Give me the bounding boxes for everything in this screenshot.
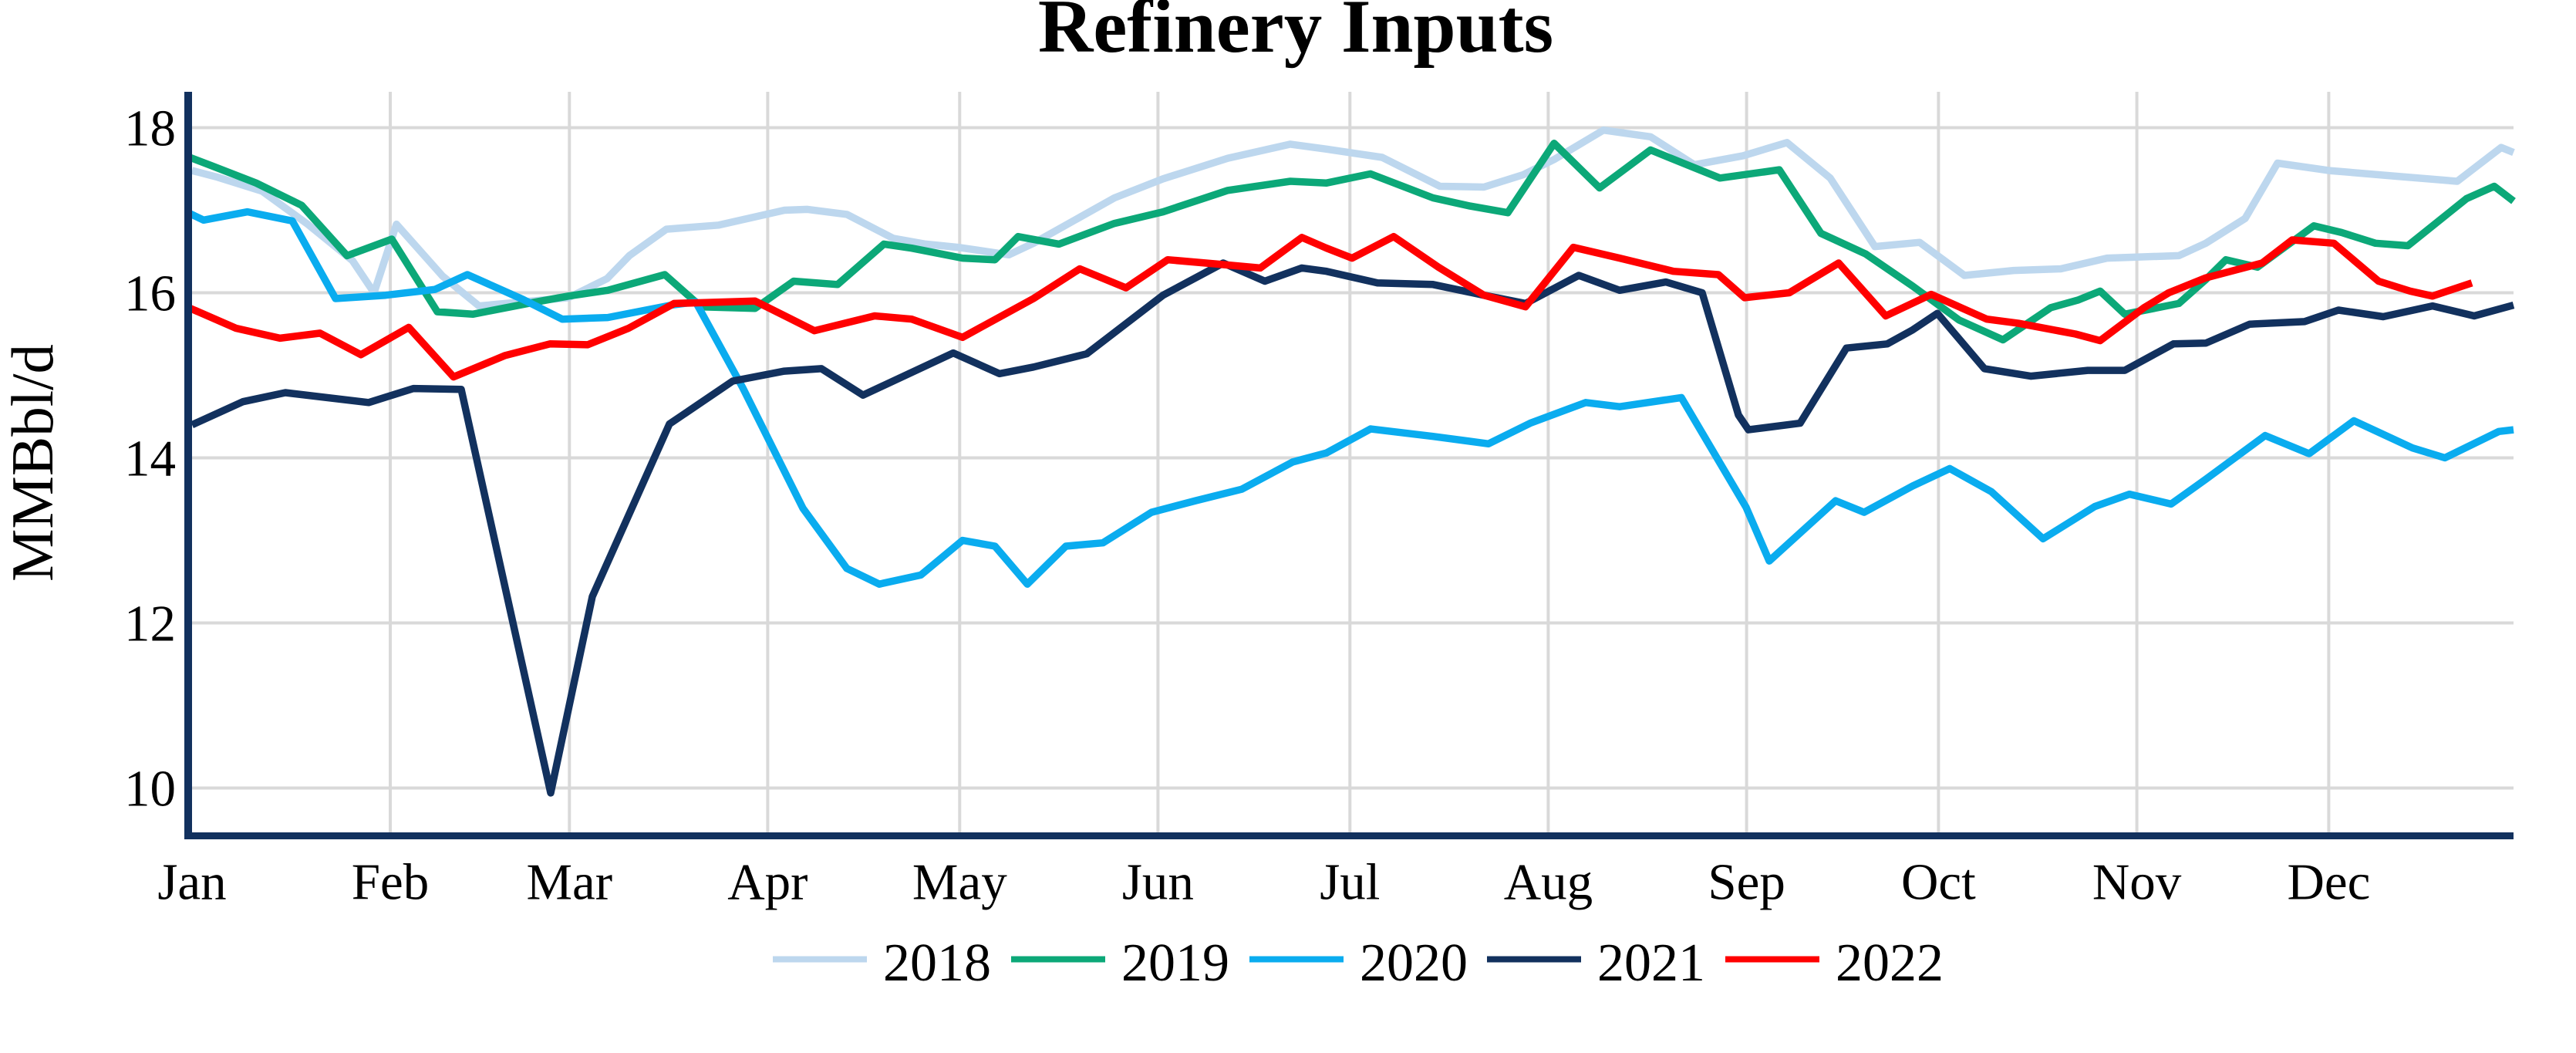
svg-text:2022: 2022: [1836, 933, 1944, 993]
svg-text:Feb: Feb: [352, 854, 430, 911]
svg-text:Jan: Jan: [157, 854, 226, 911]
svg-text:12: 12: [124, 596, 176, 653]
svg-text:2020: 2020: [1360, 933, 1468, 993]
svg-text:2019: 2019: [1121, 933, 1229, 993]
svg-text:10: 10: [124, 761, 176, 818]
svg-text:Nov: Nov: [2092, 854, 2182, 911]
svg-text:Jul: Jul: [1320, 854, 1380, 911]
svg-text:Refinery Inputs: Refinery Inputs: [1038, 0, 1553, 69]
svg-text:Apr: Apr: [727, 854, 808, 911]
svg-text:16: 16: [124, 265, 176, 322]
svg-text:2021: 2021: [1597, 933, 1705, 993]
svg-text:Aug: Aug: [1504, 854, 1593, 911]
svg-text:MMBbl/d: MMBbl/d: [0, 344, 66, 582]
svg-text:2018: 2018: [883, 933, 991, 993]
svg-text:Dec: Dec: [2287, 854, 2370, 911]
svg-text:Jun: Jun: [1122, 854, 1194, 911]
svg-text:Mar: Mar: [526, 854, 612, 911]
svg-text:18: 18: [124, 100, 176, 157]
svg-text:Oct: Oct: [1901, 854, 1976, 911]
svg-text:Sep: Sep: [1708, 854, 1785, 911]
svg-text:14: 14: [124, 430, 176, 488]
svg-text:May: May: [912, 854, 1007, 911]
